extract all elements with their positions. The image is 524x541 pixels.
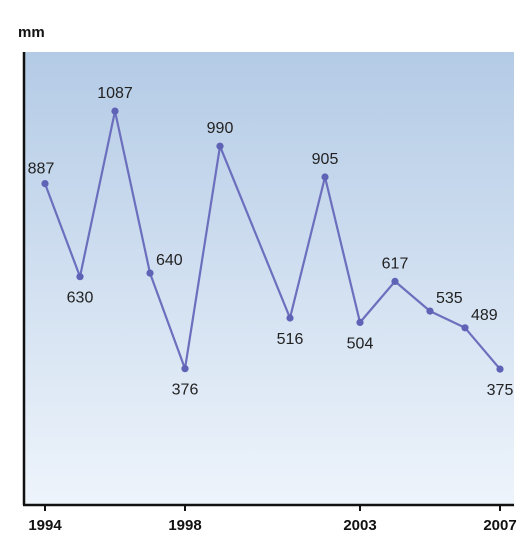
data-point xyxy=(181,365,189,373)
data-point xyxy=(41,180,49,188)
data-point xyxy=(321,173,329,181)
data-point xyxy=(356,318,364,326)
data-point xyxy=(426,307,434,315)
data-point-layer xyxy=(41,107,504,373)
data-point xyxy=(146,269,154,277)
data-point xyxy=(391,277,399,285)
data-label: 990 xyxy=(207,120,234,137)
data-point xyxy=(76,273,84,281)
data-point xyxy=(286,314,294,322)
data-label: 1087 xyxy=(97,85,133,102)
data-label: 504 xyxy=(347,335,374,352)
data-point xyxy=(111,107,119,115)
x-tick-label: 1994 xyxy=(28,517,62,534)
data-point xyxy=(496,365,504,373)
y-axis-unit-label: mm xyxy=(18,24,45,41)
data-label-layer: 887 630 1087 640 376 990 516 905 504 617 535 489 375 xyxy=(28,85,514,399)
data-label: 489 xyxy=(471,307,498,324)
data-label: 905 xyxy=(312,151,339,168)
data-label: 535 xyxy=(436,290,463,307)
x-tick-label: 2007 xyxy=(483,517,516,534)
data-label: 630 xyxy=(67,290,94,307)
x-tick-layer: 1994 1998 2003 2007 xyxy=(28,505,517,534)
data-label: 375 xyxy=(487,382,514,399)
data-label: 640 xyxy=(156,252,183,269)
data-label: 617 xyxy=(382,255,409,272)
x-tick-label: 2003 xyxy=(343,517,376,534)
plot-background xyxy=(24,52,514,505)
data-point xyxy=(461,324,469,332)
x-tick-label: 1998 xyxy=(168,517,201,534)
data-label: 376 xyxy=(172,382,199,399)
data-label: 516 xyxy=(277,331,304,348)
data-label: 887 xyxy=(28,161,55,178)
data-point xyxy=(216,142,224,150)
